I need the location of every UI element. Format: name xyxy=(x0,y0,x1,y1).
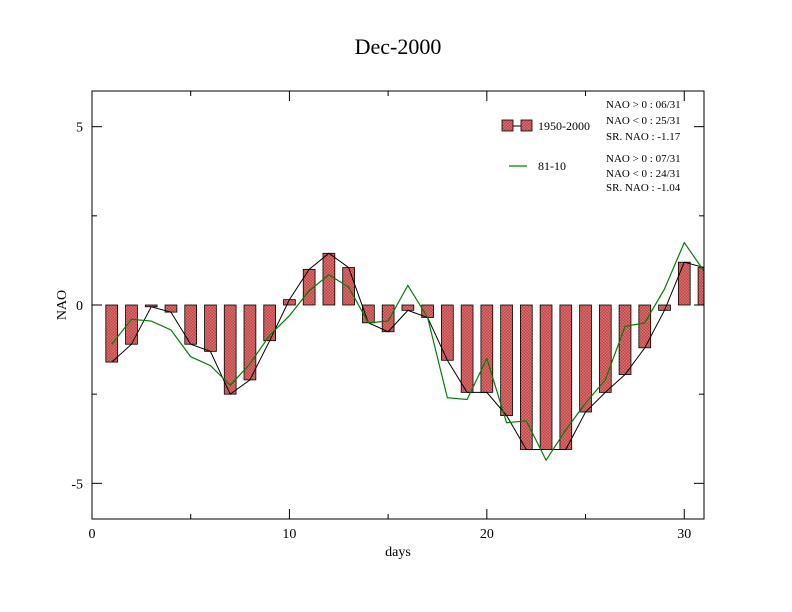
legend-stat-text: SR. NAO : -1.17 xyxy=(606,131,681,143)
bar-1950-2000 xyxy=(204,304,217,352)
bar-1950-2000 xyxy=(579,304,592,413)
bar-1950-2000 xyxy=(520,304,533,450)
y-tick-label: 0 xyxy=(76,299,83,314)
bar-1950-2000 xyxy=(105,304,119,363)
legend-label-1950-2000: 1950-2000 xyxy=(538,119,590,133)
bar-1950-2000 xyxy=(677,261,691,306)
line-81-10 xyxy=(111,241,704,462)
legend-stat-text: NAO < 0 : 24/31 xyxy=(606,168,681,180)
legend: 1950-2000 81-10 NAO > 0 : 06/31 NAO < 0 : 2… xyxy=(501,99,681,194)
bar-1950-2000 xyxy=(322,252,336,306)
legend-swatch-bar xyxy=(520,119,533,132)
bar-1950-2000 xyxy=(638,304,652,349)
bar-1950-2000 xyxy=(618,304,632,375)
plot-area: 0 10 20 30 -5 0 5 xyxy=(71,90,705,542)
legend-stat-text: NAO > 0 : 06/31 xyxy=(606,99,681,111)
x-tick-label: 0 xyxy=(89,527,96,542)
x-tick-label: 20 xyxy=(480,527,494,542)
bar-1950-2000 xyxy=(559,304,573,450)
legend-stat-text: SR. NAO : -1.04 xyxy=(606,182,681,194)
plot-clip-group xyxy=(105,241,704,462)
bar-1950-2000 xyxy=(460,304,474,393)
legend-label-81-10: 81-10 xyxy=(538,159,566,173)
x-axis-label: days xyxy=(385,545,411,560)
legend-swatch-bar xyxy=(501,119,514,132)
legend-stat-text: NAO < 0 : 25/31 xyxy=(606,115,681,127)
chart-title: Dec-2000 xyxy=(355,34,442,59)
line-1950-2000 xyxy=(111,252,704,450)
y-tick-label: -5 xyxy=(71,477,83,492)
bar-1950-2000 xyxy=(362,304,375,324)
legend-stat-text: NAO > 0 : 07/31 xyxy=(606,153,681,165)
bar-1950-2000 xyxy=(401,304,415,311)
bar-1950-2000 xyxy=(500,304,513,416)
bar-1950-2000 xyxy=(342,267,355,306)
bar-1950-2000 xyxy=(539,304,553,450)
y-axis-label: NAO xyxy=(55,290,70,320)
x-tick-label: 30 xyxy=(677,527,691,542)
bar-1950-2000 xyxy=(480,304,494,393)
x-tick-label: 10 xyxy=(282,527,296,542)
y-tick-label: 5 xyxy=(76,121,83,136)
